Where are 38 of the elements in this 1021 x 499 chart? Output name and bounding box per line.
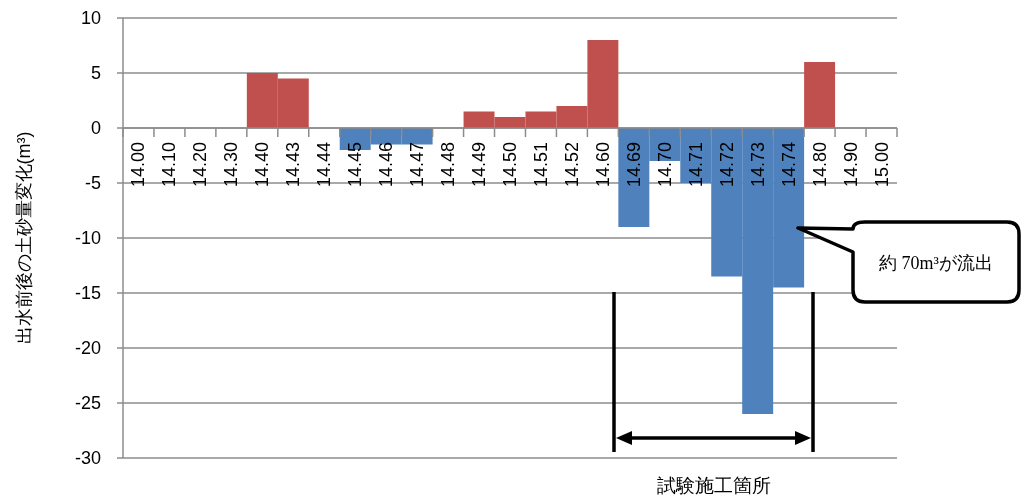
y-tick-label: -15 [74, 283, 101, 303]
x-tick-label: 14.90 [840, 142, 861, 188]
x-tick-label: 14.43 [283, 142, 304, 188]
x-tick-label: 14.00 [128, 142, 149, 188]
x-tick-label: 14.74 [778, 142, 799, 188]
x-tick-label: 14.48 [438, 142, 459, 188]
x-tick-label: 14.10 [159, 142, 180, 188]
x-tick-label: 14.49 [469, 142, 490, 188]
y-tick-label: -20 [74, 338, 101, 358]
y-axis-title: 出水前後の土砂量変化(m³) [14, 131, 34, 345]
text: 試験施工箇所 [656, 475, 771, 496]
x-tick-label: 14.20 [190, 142, 211, 188]
x-tick-label: 14.46 [376, 142, 397, 188]
y-tick-label: -25 [74, 393, 101, 413]
y-tick-label: -30 [74, 448, 101, 468]
x-tick-label: 14.70 [654, 142, 675, 188]
bar [804, 62, 836, 128]
annotation: 約 70m³が流出 [879, 253, 993, 273]
y-tick-label: 0 [90, 118, 101, 138]
x-tick-label: 14.69 [623, 142, 644, 188]
x-tick-label: 15.00 [871, 142, 892, 188]
x-tick-label: 14.50 [500, 142, 520, 188]
y-tick-label: 10 [80, 8, 101, 28]
y-tick-label: -5 [84, 173, 101, 193]
y-tick-label: -10 [74, 228, 101, 248]
x-tick-label: 14.30 [221, 142, 242, 188]
x-tick-label: 14.73 [747, 142, 768, 188]
x-tick-label: 14.47 [407, 142, 428, 188]
x-tick-label: 14.44 [314, 142, 335, 188]
x-tick-label: 14.45 [345, 142, 366, 188]
x-tick-label: 14.52 [561, 142, 582, 188]
y-tick-label: 5 [90, 63, 101, 83]
x-tick-label: 14.51 [530, 142, 551, 188]
x-tick-label: 14.72 [716, 142, 737, 188]
x-tick-label: 14.40 [252, 142, 273, 188]
x-tick-label: 14.60 [592, 142, 613, 188]
x-tick-label: 14.80 [809, 142, 830, 188]
x-tick-label: 14.71 [685, 142, 706, 188]
